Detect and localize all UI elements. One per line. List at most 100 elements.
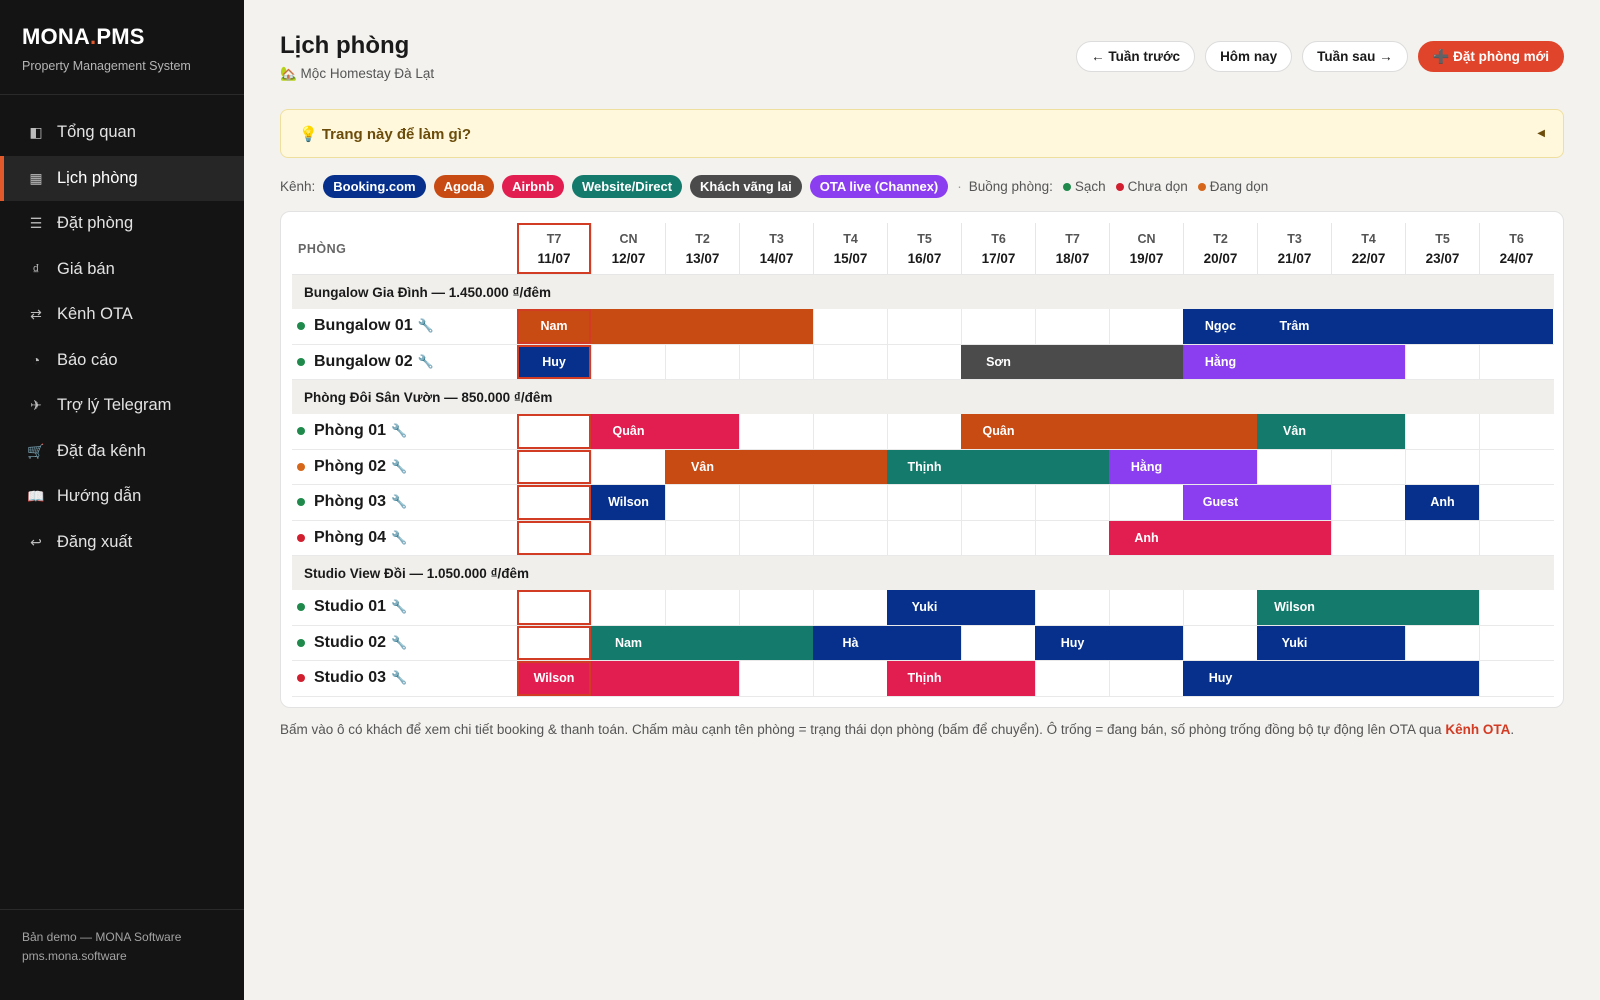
empty-cell[interactable]	[517, 590, 591, 625]
wrench-icon[interactable]: 🔧	[417, 318, 434, 334]
sidebar-item-dat-da-kenh[interactable]: 🛒 Đặt đa kênh	[0, 429, 244, 475]
booking-cell[interactable]	[665, 661, 739, 696]
empty-cell[interactable]	[887, 344, 961, 379]
booking-cell[interactable]	[1331, 344, 1405, 379]
room-name[interactable]: Studio 02	[314, 633, 387, 651]
room-name[interactable]: Studio 01	[314, 598, 387, 616]
booking-cell[interactable]: Hằng	[1183, 344, 1257, 379]
empty-cell[interactable]	[813, 344, 887, 379]
booking-cell[interactable]	[1257, 344, 1331, 379]
booking-cell[interactable]: Nam	[591, 625, 665, 660]
sidebar-item-dang-xuat[interactable]: ↩ Đăng xuất	[0, 520, 244, 566]
sidebar-item-lich-phong[interactable]: ▦ Lịch phòng	[0, 155, 244, 201]
empty-cell[interactable]	[1405, 344, 1479, 379]
sidebar-item-kenh-ota[interactable]: ⇄ Kênh OTA	[0, 292, 244, 338]
booking-cell[interactable]	[665, 414, 739, 449]
empty-cell[interactable]	[665, 344, 739, 379]
empty-cell[interactable]	[1479, 414, 1553, 449]
booking-cell[interactable]	[1183, 520, 1257, 555]
empty-cell[interactable]	[1109, 661, 1183, 696]
empty-cell[interactable]	[887, 309, 961, 344]
booking-cell[interactable]: Yuki	[1257, 625, 1331, 660]
sidebar-item-dat-phong[interactable]: ☰ Đặt phòng	[0, 201, 244, 247]
room-name[interactable]: Bungalow 02	[314, 352, 413, 370]
empty-cell[interactable]	[517, 520, 591, 555]
booking-cell[interactable]: Wilson	[591, 485, 665, 520]
booking-cell[interactable]: Huy	[517, 344, 591, 379]
booking-cell[interactable]	[887, 625, 961, 660]
empty-cell[interactable]	[591, 344, 665, 379]
empty-cell[interactable]	[1257, 449, 1331, 484]
empty-cell[interactable]	[1479, 449, 1553, 484]
booking-cell[interactable]	[1331, 590, 1405, 625]
empty-cell[interactable]	[1331, 485, 1405, 520]
booking-cell[interactable]	[1405, 661, 1479, 696]
wrench-icon[interactable]: 🔧	[391, 670, 408, 686]
housekeeping-status-dot[interactable]	[297, 462, 305, 471]
booking-cell[interactable]	[591, 661, 665, 696]
booking-cell[interactable]	[739, 625, 813, 660]
housekeeping-status-dot[interactable]	[297, 533, 305, 542]
booking-cell[interactable]	[1257, 485, 1331, 520]
empty-cell[interactable]	[887, 414, 961, 449]
empty-cell[interactable]	[739, 485, 813, 520]
booking-cell[interactable]: Yuki	[887, 590, 961, 625]
booking-cell[interactable]: Trâm	[1257, 309, 1331, 344]
room-name[interactable]: Studio 03	[314, 669, 387, 687]
housekeeping-status-dot[interactable]	[297, 322, 305, 331]
empty-cell[interactable]	[665, 485, 739, 520]
booking-cell[interactable]	[813, 449, 887, 484]
booking-cell[interactable]	[961, 449, 1035, 484]
empty-cell[interactable]	[1035, 485, 1109, 520]
empty-cell[interactable]	[1479, 520, 1553, 555]
booking-cell[interactable]	[1183, 414, 1257, 449]
booking-cell[interactable]: Guest	[1183, 485, 1257, 520]
booking-cell[interactable]: Wilson	[1257, 590, 1331, 625]
empty-cell[interactable]	[1479, 625, 1553, 660]
sidebar-item-huong-dan[interactable]: 📖 Hướng dẫn	[0, 474, 244, 520]
booking-cell[interactable]	[1331, 625, 1405, 660]
empty-cell[interactable]	[1405, 625, 1479, 660]
empty-cell[interactable]	[517, 449, 591, 484]
empty-cell[interactable]	[813, 414, 887, 449]
housekeeping-status-dot[interactable]	[297, 603, 305, 612]
empty-cell[interactable]	[1109, 485, 1183, 520]
empty-cell[interactable]	[813, 590, 887, 625]
booking-cell[interactable]	[1331, 661, 1405, 696]
booking-cell[interactable]: Anh	[1109, 520, 1183, 555]
prev-week-button[interactable]: ← Tuần trước	[1076, 41, 1196, 72]
empty-cell[interactable]	[517, 485, 591, 520]
booking-cell[interactable]: Vân	[665, 449, 739, 484]
booking-cell[interactable]	[1109, 625, 1183, 660]
booking-cell[interactable]	[739, 449, 813, 484]
ota-channel-link[interactable]: Kênh OTA	[1445, 722, 1511, 737]
booking-cell[interactable]	[1109, 344, 1183, 379]
booking-cell[interactable]	[1331, 414, 1405, 449]
housekeeping-status-dot[interactable]	[297, 674, 305, 683]
empty-cell[interactable]	[665, 590, 739, 625]
empty-cell[interactable]	[813, 309, 887, 344]
sidebar-item-tro-ly-telegram[interactable]: ✈ Trợ lý Telegram	[0, 383, 244, 429]
empty-cell[interactable]	[1109, 309, 1183, 344]
booking-cell[interactable]: Thịnh	[887, 449, 961, 484]
booking-cell[interactable]	[1035, 414, 1109, 449]
empty-cell[interactable]	[517, 625, 591, 660]
empty-cell[interactable]	[591, 520, 665, 555]
empty-cell[interactable]	[887, 520, 961, 555]
booking-cell[interactable]: Nam	[517, 309, 591, 344]
booking-cell[interactable]	[665, 309, 739, 344]
booking-cell[interactable]: Sơn	[961, 344, 1035, 379]
empty-cell[interactable]	[1035, 520, 1109, 555]
empty-cell[interactable]	[1035, 661, 1109, 696]
empty-cell[interactable]	[591, 590, 665, 625]
wrench-icon[interactable]: 🔧	[391, 634, 408, 650]
housekeeping-status-dot[interactable]	[297, 638, 305, 647]
booking-cell[interactable]	[1257, 520, 1331, 555]
booking-cell[interactable]: Hà	[813, 625, 887, 660]
wrench-icon[interactable]: 🔧	[391, 529, 408, 545]
room-name[interactable]: Phòng 02	[314, 457, 387, 475]
empty-cell[interactable]	[813, 485, 887, 520]
wrench-icon[interactable]: 🔧	[391, 458, 408, 474]
empty-cell[interactable]	[517, 414, 591, 449]
empty-cell[interactable]	[961, 625, 1035, 660]
